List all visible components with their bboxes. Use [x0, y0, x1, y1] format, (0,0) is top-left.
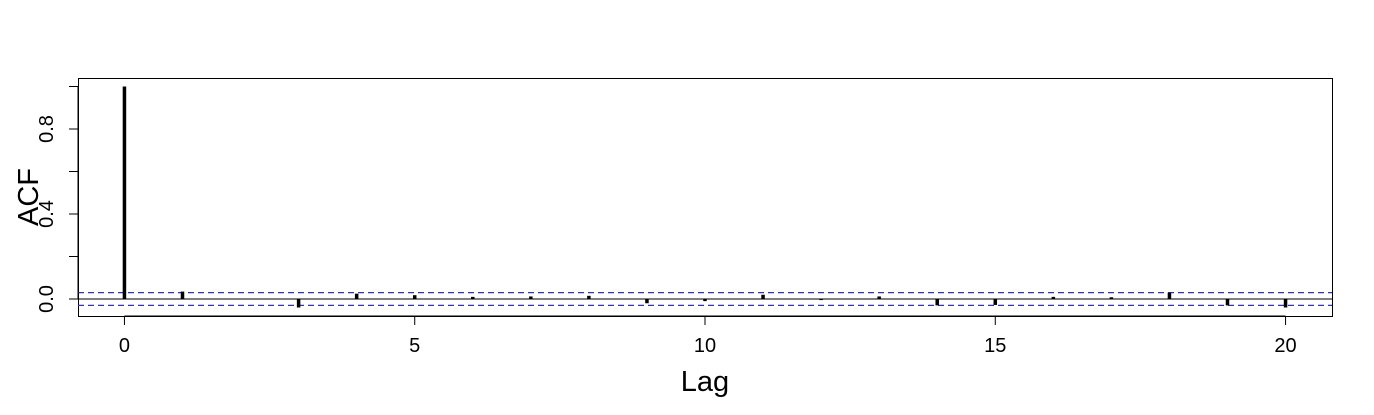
- y-tick-label: 0.0: [36, 285, 58, 313]
- confidence-bounds: [78, 292, 1332, 306]
- plot-frame: [78, 78, 1333, 317]
- y-axis-title: ACF: [13, 168, 45, 226]
- x-tick-label: 15: [984, 335, 1006, 357]
- x-tick-label: 5: [409, 335, 420, 357]
- x-axis: 0 5 10 15 20: [119, 315, 1297, 357]
- x-tick-label: 20: [1274, 335, 1296, 357]
- x-tick-label: 10: [694, 335, 716, 357]
- y-tick-label: 0.4: [36, 200, 58, 228]
- x-axis-title: Lag: [681, 366, 729, 398]
- y-axis: 0.0 0.4 0.8: [36, 86, 79, 313]
- y-tick-label: 0.8: [36, 115, 58, 143]
- acf-bars: [122, 86, 1288, 308]
- x-tick-label: 0: [119, 335, 130, 357]
